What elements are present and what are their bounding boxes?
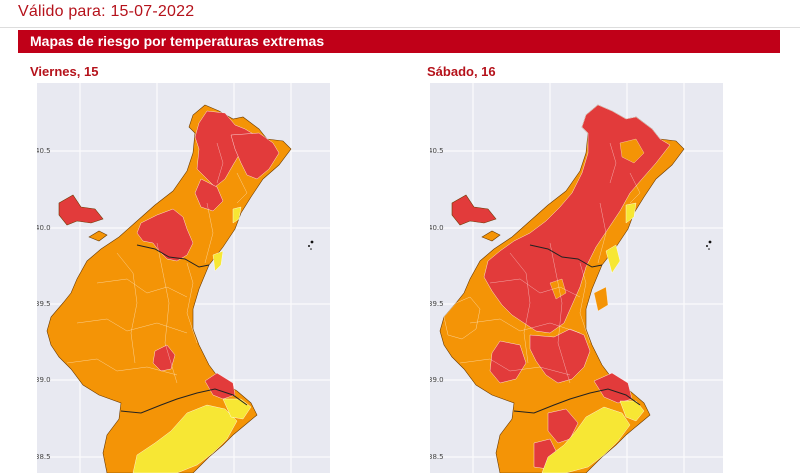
exclave-small	[88, 230, 108, 242]
valid-date-line: Válido para: 15-07-2022	[18, 3, 194, 21]
banner-title: Mapas de riesgo por temperaturas extrema…	[30, 33, 325, 49]
lat-tick: 40.0	[37, 224, 51, 232]
exclave	[58, 194, 104, 226]
region-outline	[46, 104, 292, 473]
lat-tick: 39.0	[430, 376, 444, 384]
day-label-friday: Viernes, 15	[30, 64, 99, 79]
day-label-saturday: Sábado, 16	[427, 64, 496, 79]
lat-tick: 39.5	[430, 300, 444, 308]
risk-map-friday: 40.5 40.0 39.5 39.0 38.5	[37, 83, 330, 473]
lat-tick-labels: 40.5 40.0 39.5 39.0 38.5	[37, 147, 51, 461]
municipal-borders	[459, 142, 641, 384]
lat-tick: 40.0	[430, 224, 444, 232]
province-borders	[513, 244, 641, 414]
risk-map-svg-saturday: 40.5 40.0 39.5 39.0 38.5	[430, 83, 723, 473]
province-borders	[120, 244, 248, 414]
lat-tick-labels: 40.5 40.0 39.5 39.0 38.5	[430, 147, 444, 461]
risk-high-patches	[443, 138, 645, 340]
risk-very-high-zones	[483, 104, 671, 470]
risk-moderate-zones	[132, 206, 252, 473]
exclave-small	[481, 230, 501, 242]
section-banner: Mapas de riesgo por temperaturas extrema…	[18, 30, 780, 53]
lat-tick: 39.5	[37, 300, 51, 308]
risk-map-saturday: 40.5 40.0 39.5 39.0 38.5	[430, 83, 723, 473]
lat-tick: 40.5	[430, 147, 444, 155]
top-divider	[0, 27, 800, 28]
islands	[706, 240, 712, 250]
lat-tick: 39.0	[37, 376, 51, 384]
exclave	[451, 194, 497, 226]
lat-tick: 40.5	[37, 147, 51, 155]
risk-moderate-zones	[541, 202, 645, 473]
valid-label: Válido para:	[18, 3, 106, 20]
risk-very-high-zones	[136, 110, 280, 473]
valid-date: 15-07-2022	[110, 3, 195, 20]
islands	[308, 240, 314, 250]
municipal-borders	[66, 142, 248, 384]
lat-tick: 38.5	[430, 453, 444, 461]
lat-tick: 38.5	[37, 453, 51, 461]
risk-map-svg-friday: 40.5 40.0 39.5 39.0 38.5	[37, 83, 330, 473]
